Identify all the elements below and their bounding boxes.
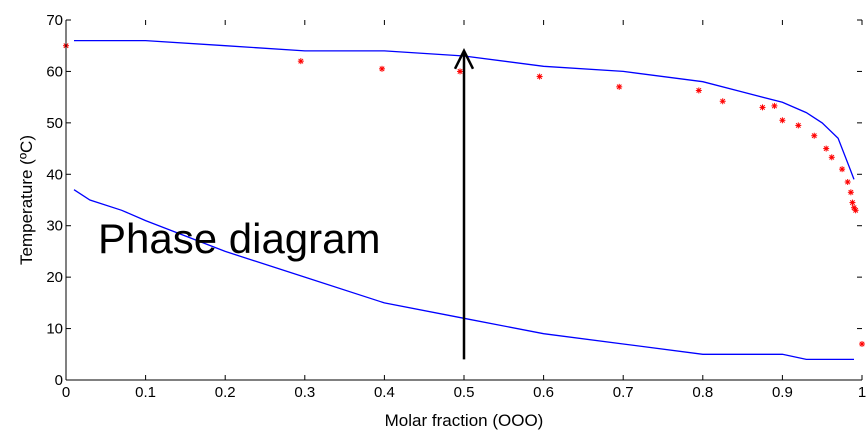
data-point [759, 104, 766, 111]
data-point [695, 87, 702, 94]
data-point [823, 145, 830, 152]
data-point [844, 179, 851, 185]
x-tick-label: 0.5 [454, 384, 475, 401]
y-tick-label: 60 [46, 63, 63, 80]
data-point [457, 68, 464, 75]
x-tick-label: 0.4 [374, 384, 395, 401]
data-point [849, 199, 856, 206]
data-point [852, 207, 859, 214]
x-tick-label: 1 [858, 384, 866, 401]
series-line-2 [73, 189, 854, 361]
data-point [828, 154, 835, 161]
data-point [847, 189, 854, 196]
x-tick-label: 0.3 [294, 384, 315, 401]
data-point [719, 98, 726, 105]
y-tick-label: 20 [46, 269, 63, 286]
x-axis-title: Molar fraction (OOO) [385, 411, 544, 430]
data-point [811, 132, 818, 139]
y-tick-label: 40 [46, 166, 63, 183]
data-point [795, 122, 802, 129]
data-point [839, 166, 846, 173]
y-tick-label: 0 [55, 372, 63, 389]
x-tick-label: 0.8 [692, 384, 713, 401]
x-tick-label: 0.9 [772, 384, 793, 401]
data-point [779, 117, 786, 124]
data-point [771, 102, 778, 109]
x-tick-label: 0.1 [135, 384, 156, 401]
data-point [536, 73, 543, 80]
data-point [379, 65, 386, 72]
arrow-head [453, 48, 475, 70]
data-point [859, 341, 865, 347]
y-tick-label: 30 [46, 218, 63, 235]
y-tick-label: 70 [46, 12, 63, 29]
annotation-label: Phase diagram [98, 215, 381, 262]
y-axis-title: Temperature (ºC) [17, 135, 36, 265]
data-point [297, 58, 304, 65]
x-tick-label: 0 [62, 384, 70, 401]
data-point [616, 83, 623, 90]
x-tick-label: 0.6 [533, 384, 554, 401]
y-tick-label: 10 [46, 321, 63, 338]
y-tick-label: 50 [46, 115, 63, 132]
x-tick-label: 0.7 [613, 384, 634, 401]
series-line-1 [74, 39, 855, 180]
x-tick-label: 0.2 [215, 384, 236, 401]
